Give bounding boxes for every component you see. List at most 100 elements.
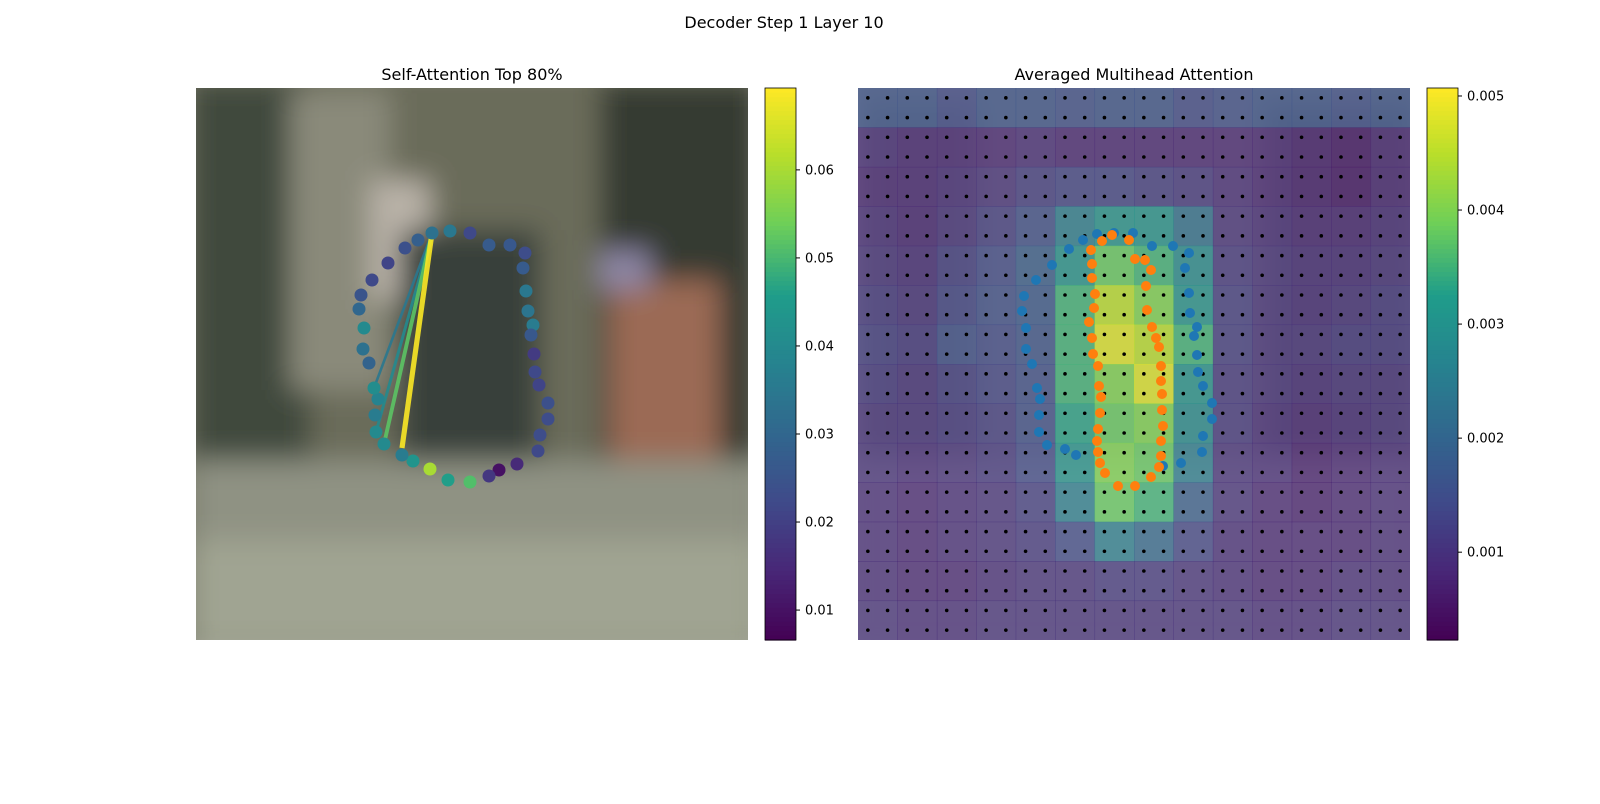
query-dot	[1220, 332, 1225, 337]
colorbar-gradient	[765, 552, 796, 558]
query-dot	[1043, 352, 1048, 356]
colorbar-gradient	[1427, 391, 1458, 397]
point	[1184, 248, 1194, 258]
query-dot	[1004, 490, 1008, 494]
point	[492, 463, 506, 477]
query-dot	[925, 174, 929, 179]
colorbar-gradient	[1427, 580, 1458, 586]
query-dot	[1102, 253, 1107, 258]
heatmap-cell	[1212, 324, 1253, 365]
query-dot	[1378, 332, 1383, 337]
point	[369, 425, 383, 439]
query-dot	[1319, 411, 1324, 416]
point	[1147, 241, 1157, 251]
heatmap-cell	[1331, 561, 1372, 602]
query-dot	[944, 470, 949, 475]
colorbar-gradient	[765, 198, 796, 204]
query-dot	[1142, 293, 1146, 297]
point	[1089, 303, 1099, 313]
point	[1086, 245, 1096, 255]
query-dot	[885, 529, 890, 534]
query-dot	[905, 372, 910, 376]
heatmap-cell	[897, 561, 938, 602]
query-dot	[1398, 628, 1402, 632]
query-dot	[1378, 529, 1383, 534]
heatmap-cell	[1331, 166, 1372, 207]
colorbar-gradient	[1427, 446, 1458, 452]
query-dot	[1299, 470, 1304, 475]
point	[1094, 381, 1104, 391]
query-dot	[1142, 155, 1146, 159]
heatmap-cell	[1134, 88, 1174, 128]
query-dot	[1004, 115, 1008, 120]
query-dot	[905, 510, 910, 514]
heatmap-cell	[1134, 166, 1174, 207]
query-dot	[1122, 549, 1126, 554]
query-dot	[1280, 312, 1284, 317]
heatmap-cell	[1055, 324, 1096, 365]
heatmap-cell	[858, 600, 898, 640]
query-dot	[964, 352, 969, 356]
query-dot	[885, 96, 890, 100]
query-dot	[1339, 431, 1343, 435]
query-dot	[866, 490, 870, 494]
query-dot	[1043, 372, 1048, 376]
colorbar-gradient	[765, 120, 796, 126]
query-dot	[1398, 155, 1402, 159]
colorbar-gradient	[765, 143, 796, 149]
query-dot	[984, 490, 988, 494]
heatmap-cell	[1291, 521, 1332, 562]
query-dot	[1398, 332, 1402, 337]
query-dot	[1339, 549, 1343, 554]
heatmap-cell	[1252, 442, 1293, 483]
query-dot	[1220, 588, 1225, 593]
heatmap-cell	[1331, 285, 1372, 326]
query-dot	[1260, 273, 1264, 278]
query-dot	[1299, 312, 1304, 317]
query-dot	[1260, 155, 1264, 159]
colorbar-gradient	[765, 525, 796, 531]
colorbar-gradient	[765, 456, 796, 462]
query-dot	[1063, 332, 1067, 337]
point	[1156, 451, 1166, 461]
query-dot	[1102, 135, 1107, 140]
query-dot	[984, 372, 988, 376]
colorbar-gradient	[765, 557, 796, 563]
query-dot	[885, 312, 890, 317]
query-dot	[1043, 470, 1048, 475]
query-dot	[1043, 155, 1048, 159]
query-dot	[1220, 214, 1225, 218]
heatmap-cell	[1252, 245, 1293, 286]
query-dot	[1339, 96, 1343, 100]
query-dot	[885, 628, 890, 632]
point	[1107, 230, 1117, 240]
query-dot	[1161, 549, 1166, 554]
query-dot	[1161, 214, 1166, 218]
colorbar-gradient	[765, 285, 796, 291]
query-dot	[1122, 450, 1126, 455]
query-dot	[1240, 628, 1245, 632]
query-dot	[1280, 549, 1284, 554]
query-dot	[1161, 253, 1166, 258]
heatmap-cell	[1252, 88, 1293, 128]
heatmap-cell	[1134, 561, 1174, 602]
query-dot	[1339, 332, 1343, 337]
query-dot	[1122, 569, 1126, 573]
colorbar-gradient	[765, 161, 796, 167]
query-dot	[1240, 411, 1245, 416]
query-dot	[1201, 411, 1205, 416]
heatmap-cell	[1252, 285, 1293, 326]
heatmap-cell	[1331, 482, 1372, 523]
query-dot	[925, 372, 929, 376]
colorbar-gradient	[765, 626, 796, 632]
colorbar-gradient	[1427, 350, 1458, 356]
heatmap-cell	[858, 521, 898, 562]
query-dot	[1240, 569, 1245, 573]
query-dot	[1339, 135, 1343, 140]
query-dot	[866, 96, 870, 100]
query-dot	[885, 470, 890, 475]
query-dot	[1181, 352, 1186, 356]
query-dot	[1398, 411, 1402, 416]
colorbar-gradient	[765, 433, 796, 439]
query-dot	[905, 253, 910, 258]
